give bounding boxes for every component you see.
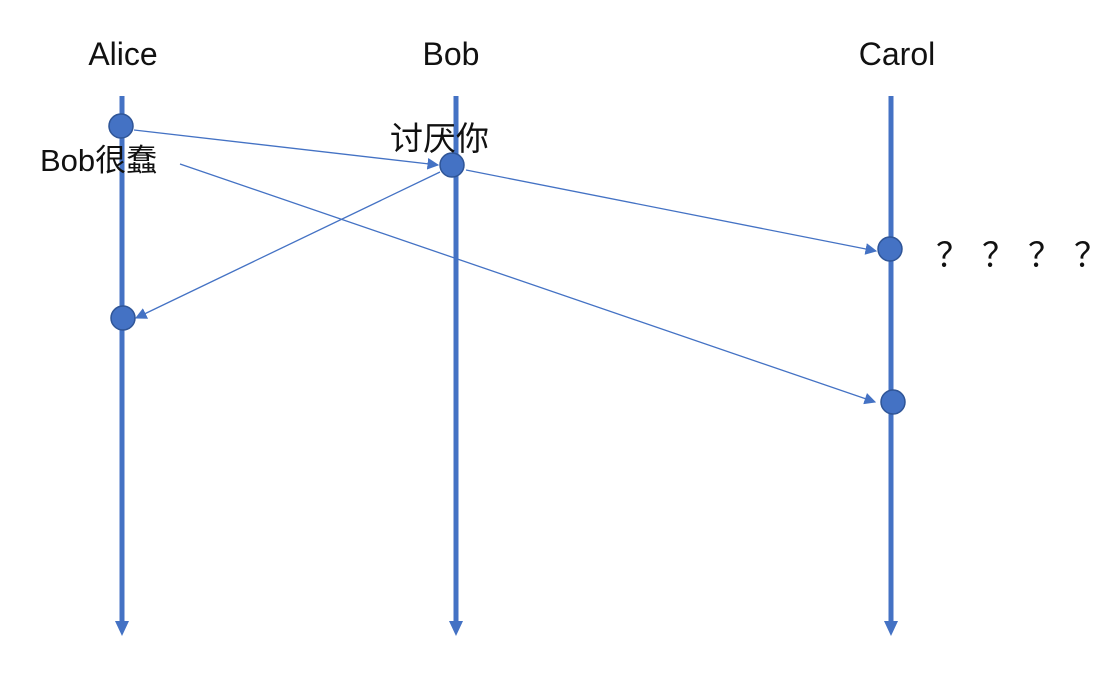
alice-message-note: Bob很蠢 — [40, 143, 158, 178]
alice-send-event — [108, 113, 134, 139]
alice-lifeline-arrow-icon — [115, 621, 129, 636]
participant-alice-label: Alice — [88, 36, 158, 72]
message-bob-to-alice — [134, 171, 441, 319]
message-alice-to-bob — [133, 129, 440, 170]
alice-receive-event — [110, 305, 136, 331]
bob-lifeline-arrow-icon — [449, 621, 463, 636]
message-bob-to-carol — [465, 169, 878, 255]
carol-confusion-note: ？？？？ — [936, 237, 1108, 275]
carol-lifeline-arrow-icon — [884, 621, 898, 636]
message-alice-to-carol — [179, 163, 877, 405]
carol-second-event — [880, 389, 906, 415]
bob-event — [439, 152, 465, 178]
carol-first-event — [877, 236, 903, 262]
participant-bob-label: Bob — [422, 36, 480, 72]
participant-carol-label: Carol — [858, 36, 936, 72]
bob-message-note: 讨厌你 — [390, 120, 489, 157]
